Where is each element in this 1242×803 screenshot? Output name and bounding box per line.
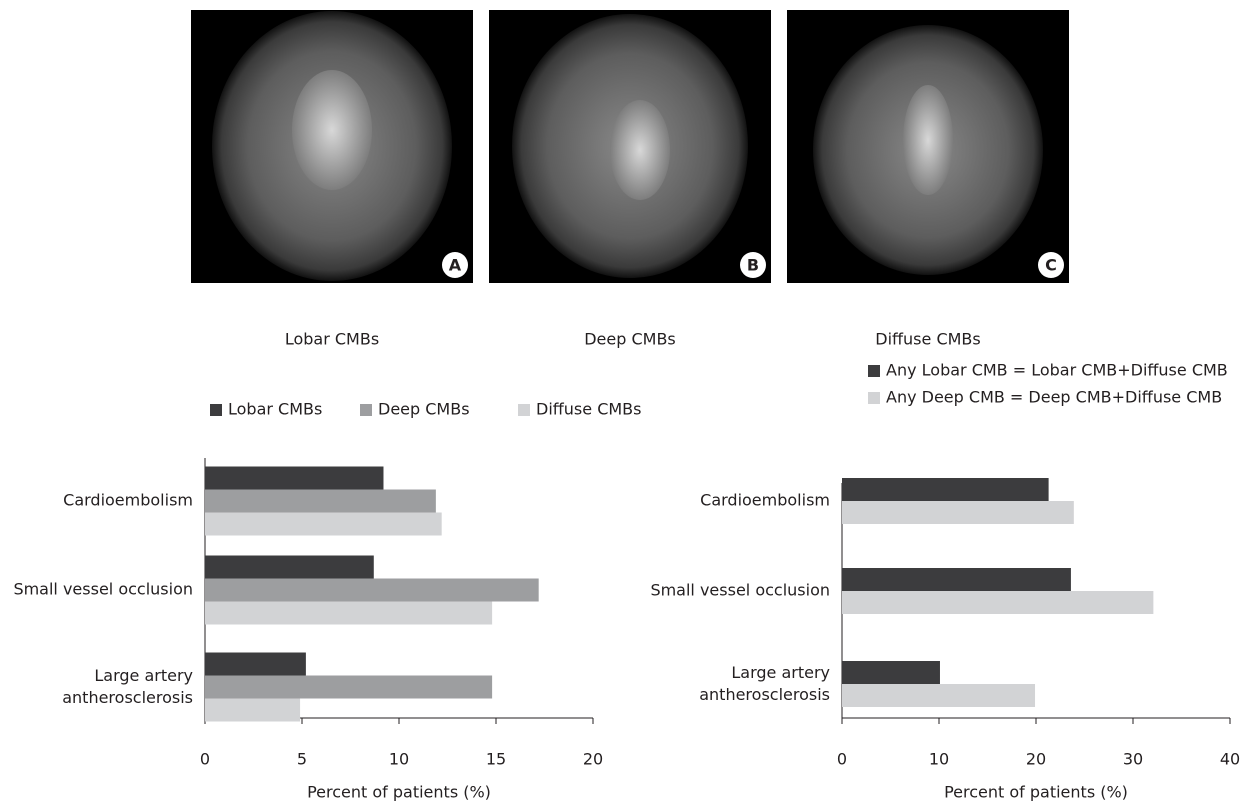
bar (205, 676, 492, 699)
bar (205, 490, 436, 513)
x-tick-label: 10 (929, 750, 949, 769)
legend-label: Deep CMBs (378, 400, 470, 419)
bar (205, 602, 492, 625)
legend-swatch (518, 404, 530, 416)
x-tick-label: 20 (583, 750, 603, 769)
bar (842, 591, 1153, 614)
panel-caption: Diffuse CMBs (875, 330, 980, 349)
x-tick-label: 0 (200, 750, 210, 769)
bar (842, 568, 1071, 591)
y-tick-label: Small vessel occlusion (13, 580, 193, 599)
mri-panel-c (787, 10, 1069, 283)
bar (842, 478, 1049, 501)
x-tick-label: 15 (486, 750, 506, 769)
legend-label: Diffuse CMBs (536, 400, 641, 419)
y-tick-label: Cardioembolism (63, 491, 193, 510)
bar (205, 699, 300, 722)
y-tick-label: Small vessel occlusion (650, 581, 830, 600)
legend-swatch (868, 365, 880, 377)
x-tick-label: 10 (389, 750, 409, 769)
panel-caption: Deep CMBs (584, 330, 676, 349)
page: A Lobar CMBs B Deep CMBs C Diffuse CMBs 0 5 10 15… (0, 0, 1242, 803)
bar (842, 661, 940, 684)
bar (205, 653, 306, 676)
panel-letter: B (747, 256, 759, 275)
panel-caption: Lobar CMBs (285, 330, 379, 349)
legend-swatch (868, 392, 880, 404)
y-tick-label: Cardioembolism (700, 491, 830, 510)
legend-swatch (360, 404, 372, 416)
x-tick-label: 30 (1123, 750, 1143, 769)
bar (205, 556, 374, 579)
bar (205, 467, 383, 490)
legend-label: Any Deep CMB = Deep CMB+Diffuse CMB (886, 388, 1222, 407)
x-tick-label: 0 (837, 750, 847, 769)
legend-label: Lobar CMBs (228, 400, 322, 419)
x-tick-label: 20 (1026, 750, 1046, 769)
bar (205, 513, 442, 536)
legend-swatch (210, 404, 222, 416)
x-tick-label: 5 (297, 750, 307, 769)
bar (842, 501, 1074, 524)
x-axis-title: Percent of patients (%) (944, 783, 1128, 802)
bar (842, 684, 1035, 707)
mri-panel-a (191, 10, 473, 283)
x-tick-label: 40 (1220, 750, 1240, 769)
legend-label: Any Lobar CMB = Lobar CMB+Diffuse CMB (886, 361, 1228, 380)
bar (205, 579, 539, 602)
mri-panel-b (489, 10, 771, 283)
panel-letter: A (449, 256, 462, 275)
figure: A Lobar CMBs B Deep CMBs C Diffuse CMBs 0 5 10 15… (0, 0, 1242, 803)
x-axis-title: Percent of patients (%) (307, 783, 491, 802)
panel-letter: C (1045, 256, 1057, 275)
